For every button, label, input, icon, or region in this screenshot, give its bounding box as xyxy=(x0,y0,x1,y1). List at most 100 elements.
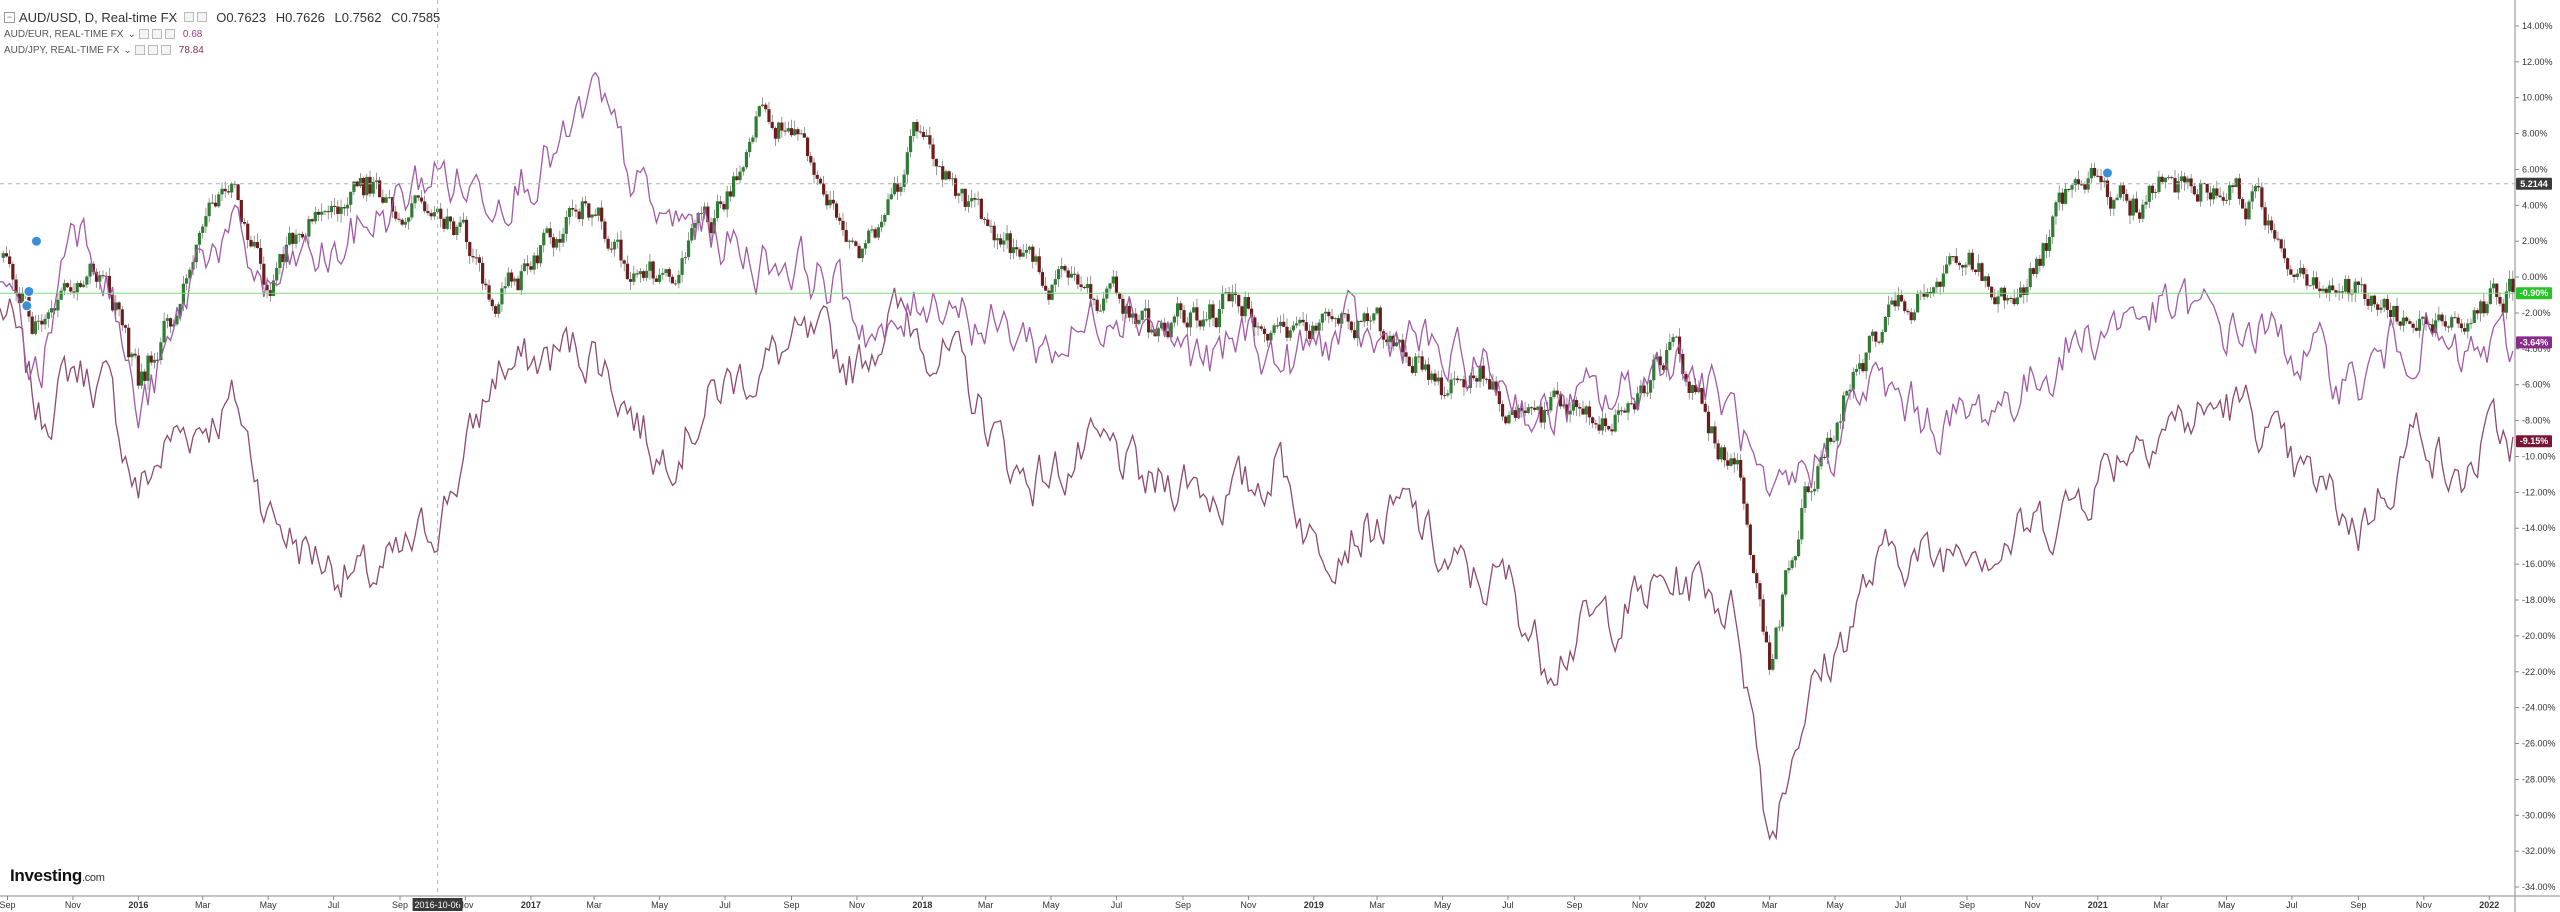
close-icon[interactable] xyxy=(164,29,175,39)
candle-body xyxy=(265,284,269,291)
candle xyxy=(860,248,864,263)
candle xyxy=(481,256,485,291)
close-icon[interactable] xyxy=(160,45,171,55)
candle-body xyxy=(30,316,34,334)
candle xyxy=(1597,416,1601,435)
candle xyxy=(683,251,687,264)
candle-body xyxy=(754,116,758,138)
candle-body xyxy=(201,226,205,233)
candle-body xyxy=(1751,554,1756,574)
settings-icon[interactable] xyxy=(184,12,195,22)
candle-body xyxy=(2035,258,2039,275)
candle-body xyxy=(2437,314,2441,321)
candle-body xyxy=(1372,313,1376,321)
candle xyxy=(88,262,92,284)
settings-icon[interactable] xyxy=(151,29,162,39)
candle-body xyxy=(300,233,305,238)
candle xyxy=(555,236,559,250)
candle-body xyxy=(143,371,147,381)
candle-body xyxy=(2372,295,2377,305)
candle-body xyxy=(629,279,633,282)
candle xyxy=(542,229,546,253)
candle xyxy=(847,239,852,249)
candle xyxy=(1053,270,1057,292)
candle-body xyxy=(1777,626,1781,628)
visibility-icon[interactable] xyxy=(134,45,145,55)
candle-body xyxy=(1182,310,1186,323)
candle-body xyxy=(107,275,111,295)
candle xyxy=(879,214,884,233)
compare-symbol-label[interactable]: AUD/EUR, REAL-TIME FX xyxy=(4,28,124,40)
dropdown-icon[interactable]: ⌄ xyxy=(123,44,132,56)
candle xyxy=(1272,322,1276,336)
candle-body xyxy=(873,229,877,238)
candle-body xyxy=(1394,342,1398,347)
candle-body xyxy=(2266,220,2270,226)
candle xyxy=(230,182,234,199)
candle xyxy=(2176,173,2180,200)
candle xyxy=(1324,307,1328,321)
candle xyxy=(896,176,900,200)
candle xyxy=(432,206,436,220)
candle-body xyxy=(1961,265,1965,268)
candle xyxy=(75,280,79,301)
candle xyxy=(1507,410,1511,425)
candle-body xyxy=(2234,178,2238,187)
candle xyxy=(1899,290,1904,303)
candle-body xyxy=(2047,237,2052,251)
candle-body xyxy=(1140,310,1144,320)
candle xyxy=(889,187,893,200)
x-tick-label: 2021 xyxy=(2088,900,2108,910)
candle-body xyxy=(2041,243,2045,266)
candle xyxy=(941,160,945,188)
candle xyxy=(2485,301,2489,316)
candle-body xyxy=(1085,284,1090,289)
candle-body xyxy=(1648,380,1653,393)
candle xyxy=(1008,230,1012,260)
candle xyxy=(1700,387,1704,405)
candle xyxy=(1439,370,1444,400)
candle xyxy=(2067,188,2071,192)
candle xyxy=(1526,403,1530,414)
candle xyxy=(1436,370,1440,386)
candle-body xyxy=(432,212,436,217)
collapse-icon[interactable]: − xyxy=(4,11,15,23)
logo-text: Investing xyxy=(10,866,82,885)
candle xyxy=(1610,423,1614,436)
candle-body xyxy=(361,177,366,196)
candle xyxy=(2462,322,2467,335)
candle-body xyxy=(1970,252,1974,270)
candle-body xyxy=(2488,288,2492,305)
x-tick-label: May xyxy=(1827,900,1845,910)
main-symbol-label[interactable]: AUD/USD, D, Real-time FX xyxy=(19,9,178,25)
candle xyxy=(744,149,749,170)
dropdown-icon[interactable]: ⌄ xyxy=(127,28,136,40)
candle xyxy=(2089,163,2093,183)
candle xyxy=(596,207,601,222)
time-axis[interactable]: Sep Nov 2016 Mar May Jul Sep Nov 2017 Mar May Jul Se… xyxy=(0,895,2560,910)
candle-body xyxy=(963,188,967,207)
ohlc-values: O0.7623 H0.7626 L0.7562 C0.7585 xyxy=(216,10,446,25)
candle xyxy=(2392,305,2396,325)
candle xyxy=(2472,307,2476,324)
compare-symbol-label[interactable]: AUD/JPY, REAL-TIME FX xyxy=(4,44,120,56)
candle xyxy=(1163,317,1167,333)
candle-body xyxy=(2099,176,2103,183)
candle-body xyxy=(2212,188,2216,200)
close-icon[interactable] xyxy=(197,12,208,22)
visibility-icon[interactable] xyxy=(138,29,149,39)
candle-body xyxy=(1668,341,1672,350)
price-axis[interactable]: 14.00%12.00%10.00%8.00%6.00%4.00%2.00%0.… xyxy=(2514,0,2556,912)
candle-body xyxy=(1401,339,1405,353)
aud-eur-line xyxy=(0,71,2514,498)
candle-body xyxy=(500,288,504,305)
settings-icon[interactable] xyxy=(147,45,158,55)
candle-body xyxy=(558,239,562,243)
candle xyxy=(748,137,752,158)
candle xyxy=(876,224,880,241)
x-tick-label: May xyxy=(1043,900,1061,910)
candle-body xyxy=(1903,301,1907,311)
candle xyxy=(908,129,913,158)
candle xyxy=(1002,232,1006,253)
